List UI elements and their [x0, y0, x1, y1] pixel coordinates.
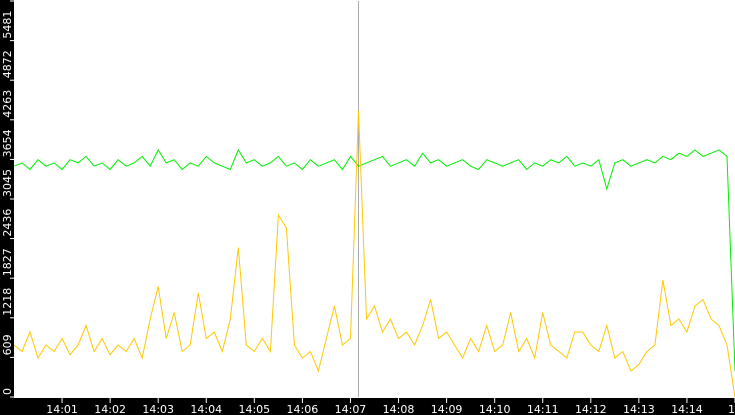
y-tick-label: 1218	[1, 288, 14, 316]
x-tick-label: 14:09	[431, 403, 463, 415]
x-axis: 14:01 14:02 14:03 14:04 14:05 14:06 14:07 14:08…	[0, 398, 735, 415]
x-tick-label: 14	[728, 403, 735, 415]
x-tick-label: 14:07	[335, 403, 367, 415]
y-tick-label: 609	[1, 334, 14, 355]
y-tick-label: 5481	[1, 11, 14, 39]
plot-area	[14, 0, 735, 398]
y-axis: 0609121818272436304536544263487254816091	[0, 0, 14, 398]
y-tick-label: 2436	[1, 209, 14, 237]
x-tick-label: 14:08	[383, 403, 415, 415]
x-tick-label: 14:14	[671, 403, 703, 415]
y-tick-label: 4263	[1, 90, 14, 118]
x-tick-label: 14:13	[623, 403, 655, 415]
y-tick-label: 0	[1, 388, 14, 395]
x-tick-label: 14:01	[46, 403, 78, 415]
x-tick-label: 14:12	[575, 403, 607, 415]
y-tick-label: 1827	[1, 248, 14, 276]
x-tick-label: 14:05	[238, 403, 270, 415]
series-line-0	[13, 148, 735, 372]
x-tick-label: 14:10	[479, 403, 511, 415]
y-tick-label: 3045	[1, 169, 14, 197]
y-tick-label: 3654	[1, 129, 14, 157]
x-tick-label: 14:04	[190, 403, 222, 415]
y-tick-label: 4872	[1, 50, 14, 78]
x-tick-label: 14:11	[527, 403, 559, 415]
x-tick-label: 14:03	[142, 403, 174, 415]
series-line-1	[13, 110, 735, 398]
x-tick-label: 14:06	[287, 403, 319, 415]
x-tick-label: 14:02	[94, 403, 126, 415]
